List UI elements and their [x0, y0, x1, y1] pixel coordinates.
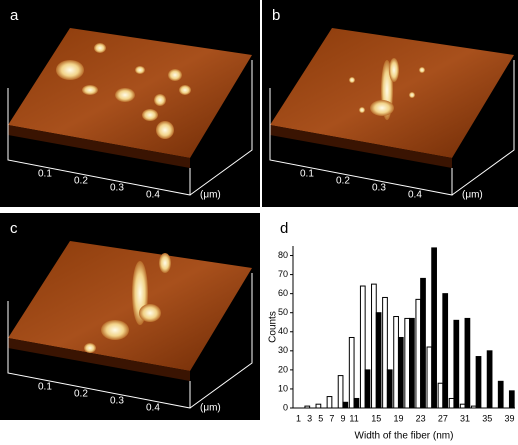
- bar: [383, 297, 388, 408]
- y-tick-label: 30: [278, 345, 288, 355]
- bar: [476, 357, 481, 408]
- tick-label: 0.4: [146, 190, 160, 201]
- bar: [471, 406, 476, 408]
- fiber: [84, 343, 96, 353]
- bar: [405, 318, 410, 408]
- y-tick-label: 10: [278, 383, 288, 393]
- x-tick-label: 35: [482, 413, 492, 423]
- y-tick-label: 50: [278, 307, 288, 317]
- bar: [387, 370, 392, 408]
- bar: [305, 406, 310, 408]
- fiber: [56, 60, 84, 80]
- x-tick-label: 3: [307, 413, 312, 423]
- fiber: [179, 85, 191, 95]
- fiber: [156, 121, 174, 139]
- bar: [343, 402, 348, 408]
- bar: [376, 313, 381, 408]
- tick-label: 0.2: [336, 176, 350, 187]
- fiber: [139, 304, 161, 322]
- bar: [443, 294, 448, 408]
- bar: [432, 248, 437, 408]
- unit-label: (μm): [462, 190, 483, 201]
- fiber: [370, 100, 394, 116]
- bar: [465, 318, 470, 408]
- bar: [454, 320, 459, 408]
- bar: [416, 299, 421, 408]
- tick-label: 0.3: [110, 183, 124, 194]
- tick-label: 0.2: [74, 389, 88, 400]
- x-tick-label: 39: [504, 413, 514, 423]
- fiber: [389, 58, 399, 82]
- bar: [327, 397, 332, 408]
- bar: [338, 376, 343, 408]
- fiber: [168, 69, 182, 81]
- tick-label: 0.4: [408, 190, 422, 201]
- bar: [394, 317, 399, 408]
- bar: [427, 347, 432, 408]
- panel-label: b: [272, 7, 280, 24]
- x-tick-label: 19: [393, 413, 403, 423]
- bar: [421, 278, 426, 408]
- x-tick-label: 7: [329, 413, 334, 423]
- panel-label: a: [10, 7, 19, 24]
- y-tick-label: 60: [278, 288, 288, 298]
- bar: [365, 370, 370, 408]
- bar: [460, 404, 465, 408]
- bar: [354, 398, 359, 408]
- fiber: [101, 320, 129, 340]
- fiber: [349, 77, 355, 83]
- fiber: [142, 109, 158, 121]
- tick-label: 0.3: [372, 183, 386, 194]
- y-tick-label: 0: [283, 402, 288, 412]
- x-tick-label: 9: [340, 413, 345, 423]
- x-tick-label: 15: [371, 413, 381, 423]
- unit-label: (μm): [200, 190, 221, 201]
- tick-label: 0.1: [300, 169, 314, 180]
- fiber: [115, 88, 135, 102]
- bar: [398, 337, 403, 408]
- y-tick-label: 70: [278, 269, 288, 279]
- fiber: [409, 92, 415, 98]
- bar: [509, 391, 514, 408]
- tick-label: 0.4: [146, 403, 160, 414]
- y-tick-label: 80: [278, 250, 288, 260]
- bar: [438, 383, 443, 408]
- y-tick-label: 20: [278, 364, 288, 374]
- figure: a 0.1 0.2 0.3 0.4 (μm) b 0.1 0.2 0.3 0.4 (μm) c 0.1 0.…: [0, 0, 518, 445]
- bar: [498, 381, 503, 408]
- tick-label: 0.3: [110, 396, 124, 407]
- x-tick-label: 1: [296, 413, 301, 423]
- x-tick-label: 31: [460, 413, 470, 423]
- bar: [410, 318, 415, 408]
- y-axis-label: Counts: [268, 311, 279, 343]
- fiber: [82, 85, 98, 95]
- x-tick-label: 5: [318, 413, 323, 423]
- fiber: [94, 43, 106, 53]
- bar: [349, 337, 354, 408]
- bar: [372, 284, 377, 408]
- fiber: [154, 94, 166, 106]
- page: a 0.1 0.2 0.3 0.4 (μm) b 0.1 0.2 0.3 0.4 (μm) c 0.1 0.…: [0, 0, 518, 445]
- panel-label: c: [10, 220, 18, 237]
- bar: [487, 351, 492, 408]
- unit-label: (μm): [200, 403, 221, 414]
- fiber: [359, 107, 365, 113]
- x-tick-label: 23: [416, 413, 426, 423]
- bar: [360, 286, 365, 408]
- x-tick-label: 11: [349, 413, 358, 423]
- tick-label: 0.2: [74, 176, 88, 187]
- x-axis-label: Width of the fiber (nm): [355, 431, 454, 442]
- chart-label: d: [280, 220, 288, 237]
- fiber: [159, 253, 171, 273]
- x-tick-label: 27: [438, 413, 448, 423]
- y-tick-label: 40: [278, 326, 288, 336]
- fiber: [135, 66, 145, 74]
- bar: [449, 398, 454, 408]
- tick-label: 0.1: [38, 169, 52, 180]
- bar: [316, 404, 321, 408]
- tick-label: 0.1: [38, 382, 52, 393]
- fiber: [419, 67, 425, 73]
